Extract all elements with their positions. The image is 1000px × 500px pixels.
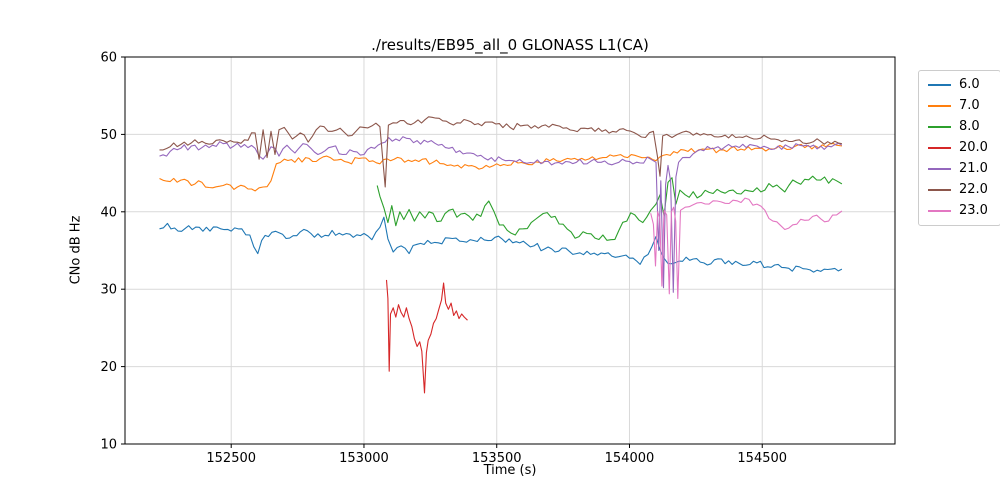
x-tick-label: 153500	[472, 451, 522, 466]
chart-title: ./results/EB95_all_0 GLONASS L1(CA)	[371, 36, 649, 54]
axes-frame	[124, 56, 896, 445]
y-tick-label: 20	[100, 360, 117, 375]
legend-entry: 20.0	[928, 140, 988, 156]
legend-line-swatch	[928, 105, 951, 107]
y-tick-label: 40	[100, 205, 117, 220]
series-line-8.0	[376, 175, 843, 241]
legend-line-swatch	[928, 168, 951, 170]
series-line-21.0	[159, 136, 843, 293]
x-tick-label: 154000	[605, 451, 655, 466]
y-tick-label: 10	[100, 438, 117, 453]
legend-label: 22.0	[959, 182, 988, 197]
legend-entry: 22.0	[928, 182, 988, 198]
y-tick-label: 60	[100, 51, 117, 66]
series-line-23.0	[650, 197, 843, 300]
legend-line-swatch	[928, 126, 951, 128]
y-tick-label: 50	[100, 128, 117, 143]
legend-entry: 23.0	[928, 203, 988, 219]
x-tick-label: 152500	[206, 451, 256, 466]
legend-line-swatch	[928, 210, 951, 212]
legend-entry: 8.0	[928, 119, 988, 135]
legend-label: 6.0	[959, 77, 980, 92]
y-axis-label: CNo dB Hz	[68, 215, 84, 285]
series-line-22.0	[159, 116, 843, 188]
legend-entry: 7.0	[928, 98, 988, 114]
legend-label: 20.0	[959, 140, 988, 155]
legend-label: 21.0	[959, 161, 988, 176]
series-line-20.0	[385, 279, 468, 394]
legend-entry: 21.0	[928, 161, 988, 177]
y-tick-label: 30	[100, 283, 117, 298]
x-axis-label: Time (s)	[483, 463, 537, 478]
series-line-6.0	[159, 216, 843, 273]
legend: 6.0 7.0 8.0 20.0 21.0 22.0 23.0	[918, 70, 1000, 226]
legend-entry: 6.0	[928, 77, 988, 93]
legend-line-swatch	[928, 189, 951, 191]
series-line-7.0	[159, 142, 842, 192]
legend-label: 8.0	[959, 119, 980, 134]
legend-line-swatch	[928, 147, 951, 149]
legend-label: 23.0	[959, 203, 988, 218]
legend-line-swatch	[928, 84, 951, 86]
x-tick-label: 153000	[339, 451, 389, 466]
legend-label: 7.0	[959, 98, 980, 113]
x-tick-label: 154500	[737, 451, 787, 466]
